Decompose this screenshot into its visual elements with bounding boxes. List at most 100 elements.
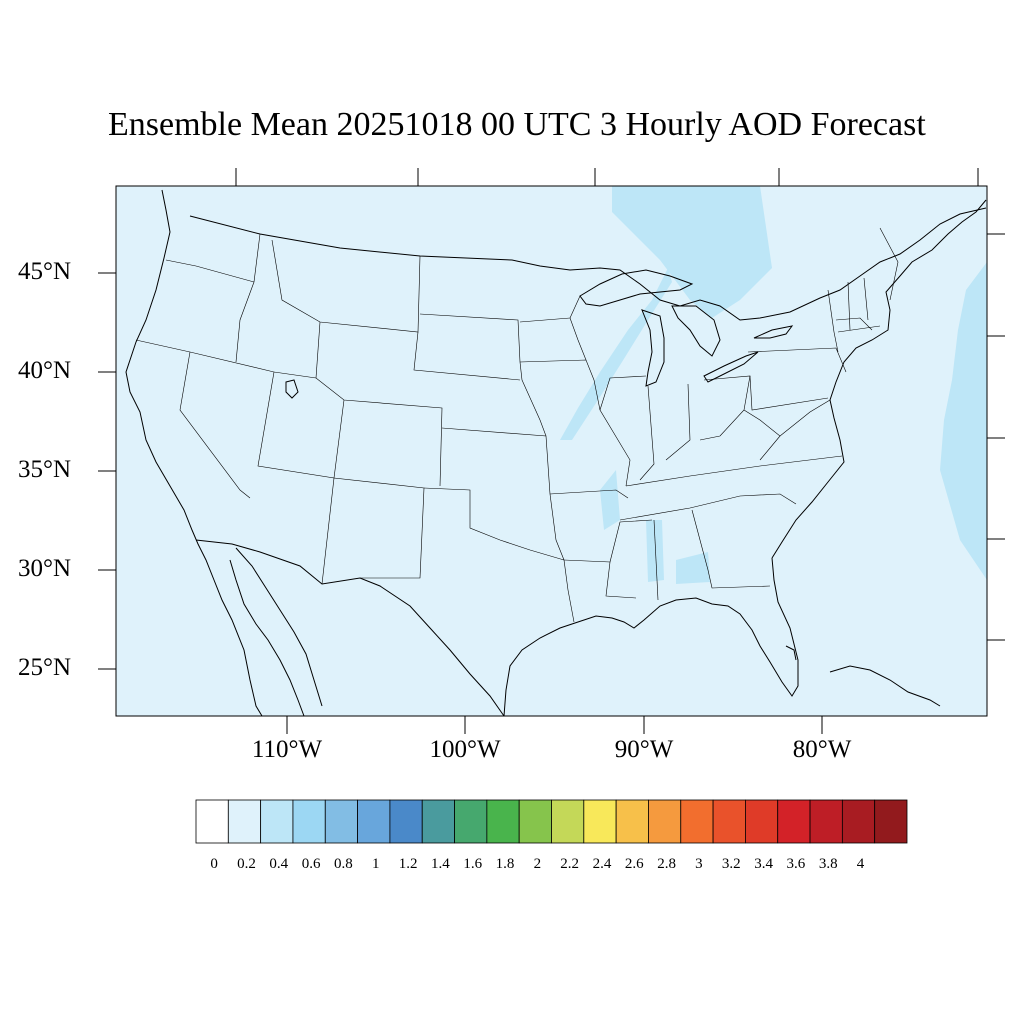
lat-label-25n: 25°N (18, 654, 72, 681)
state-border (563, 559, 637, 599)
colorbar-box (421, 799, 455, 844)
colorbar-box (712, 799, 746, 844)
state-border (625, 455, 843, 487)
colorbar-box (195, 799, 229, 844)
colorbar-box (648, 799, 682, 844)
state-border (749, 375, 829, 411)
state-border (419, 313, 547, 437)
colorbar-box (680, 799, 714, 844)
colorbar-label: 0.8 (334, 856, 353, 872)
great-lakes (285, 269, 794, 399)
colorbar-label: 1 (372, 856, 380, 872)
colorbar-box (357, 799, 391, 844)
mexico-border-line (195, 539, 505, 717)
colorbar-label: 3.4 (754, 856, 773, 872)
state-border (441, 427, 551, 495)
state-border (837, 325, 881, 333)
axis-ticks (98, 168, 1005, 734)
colorbar-box (615, 799, 649, 844)
lon-label-110w: 110°W (251, 736, 323, 763)
lon-label-100w: 100°W (429, 736, 501, 763)
state-border (179, 351, 251, 499)
lon-label-90w: 90°W (614, 736, 674, 763)
state-border (665, 383, 691, 461)
colorbar-label: 3.2 (721, 856, 741, 872)
state-border (235, 233, 261, 363)
lake-huron (671, 305, 721, 357)
state-border (315, 321, 321, 379)
gulf-coast-line (503, 557, 799, 717)
colorbar-box (745, 799, 779, 844)
colorbar-box (454, 799, 488, 844)
colorbar-box (874, 799, 908, 844)
east-coast-line (771, 199, 987, 559)
cuba-line (829, 665, 941, 707)
mexico-west-line (235, 547, 323, 707)
colorbar-label: 2.2 (560, 856, 580, 872)
colorbar-label: 1.8 (495, 856, 515, 872)
colorbar-label: 3 (695, 856, 703, 872)
colorbar-box (551, 799, 585, 844)
colorbar-box (486, 799, 520, 844)
map-title: Ensemble Mean 20251018 00 UTC 3 Hourly A… (108, 106, 926, 143)
aod-plume-atlantic (940, 262, 987, 580)
colorbar-box (227, 799, 262, 844)
colorbar-label: 1.4 (431, 856, 450, 872)
colorbar-box (292, 799, 326, 844)
lake-erie (703, 351, 759, 383)
state-border (743, 409, 781, 461)
great-salt-lake (285, 379, 299, 399)
state-border (879, 227, 899, 301)
colorbar-box (260, 799, 294, 844)
map-background (116, 186, 987, 716)
colorbar-label: 2 (533, 856, 542, 872)
lon-label-80w: 80°W (792, 736, 852, 763)
state-border (423, 487, 565, 561)
lake-ontario (753, 325, 794, 339)
state-border (779, 399, 831, 437)
colorbar-box (518, 799, 552, 844)
colorbar-label: 0 (210, 856, 218, 872)
map-frame (115, 185, 988, 717)
aod-plume-canada (612, 186, 772, 318)
coastlines (125, 189, 987, 717)
colorbar-box (841, 799, 876, 844)
colorbar-label: 2.8 (657, 856, 676, 872)
state-border (747, 347, 847, 373)
state-border (549, 489, 629, 499)
state-border (519, 317, 571, 323)
colorbar-box (324, 799, 358, 844)
lat-label-35n: 35°N (18, 456, 72, 483)
state-border (847, 281, 851, 331)
colorbar-label: 4 (856, 856, 865, 872)
state-border (691, 509, 771, 589)
state-border (599, 375, 647, 411)
colorbar-label: 1.2 (398, 856, 418, 872)
lake-michigan (641, 309, 665, 387)
lake-superior (579, 269, 694, 307)
florida-keys-line (785, 645, 797, 661)
west-coast-line (125, 189, 263, 717)
lat-label-40n: 40°N (18, 357, 72, 384)
state-border (827, 289, 839, 353)
canada-border-line (189, 207, 987, 321)
colorbar-label: 1.6 (463, 856, 483, 872)
colorbar-label: 0.4 (269, 856, 289, 872)
colorbar-label: 2.4 (592, 856, 612, 872)
state-border (863, 277, 869, 321)
colorbar-label: 3.6 (786, 856, 806, 872)
colorbar-box (809, 799, 843, 844)
state-border (639, 385, 655, 481)
state-border (569, 295, 587, 361)
lat-label-30n: 30°N (18, 555, 72, 582)
colorbar-box (583, 799, 617, 844)
state-border (835, 317, 873, 331)
colorbar-box (389, 799, 423, 844)
state-border (653, 519, 659, 601)
colorbar-label: 0.6 (301, 856, 321, 872)
lat-label-45n: 45°N (18, 258, 72, 285)
state-border (609, 519, 653, 563)
state-border (619, 493, 797, 521)
colorbar-label: 0.2 (237, 856, 256, 872)
